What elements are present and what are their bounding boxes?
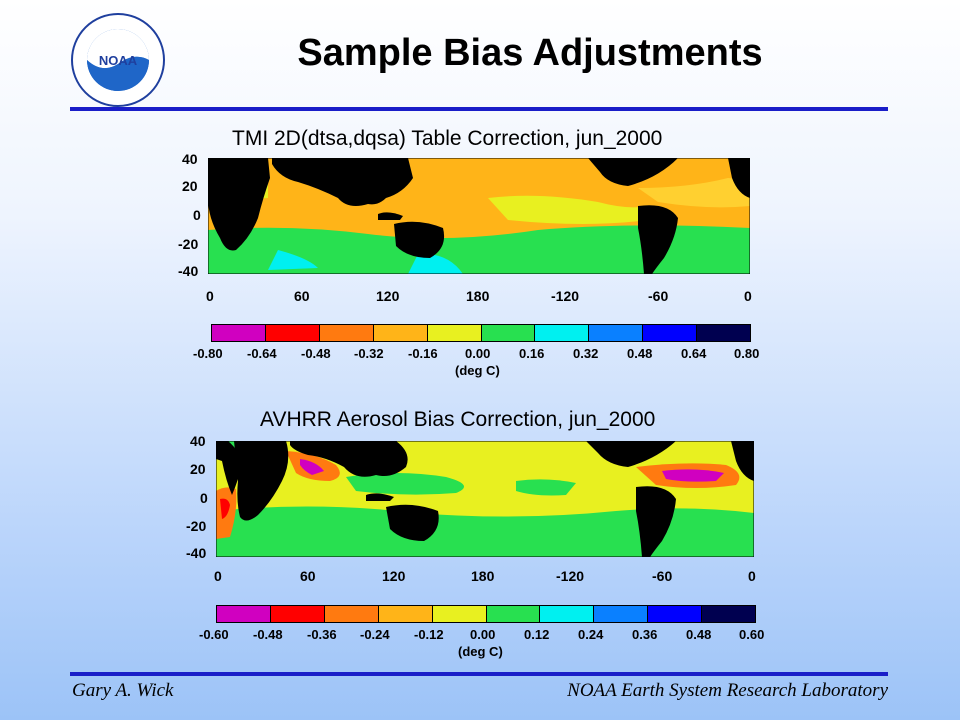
y-tick: -20	[186, 518, 207, 534]
colorbar-label: 0.00	[465, 346, 491, 361]
x-tick: -60	[648, 288, 669, 304]
colorbar-label: 0.48	[686, 627, 712, 642]
colorbar-segment	[535, 325, 590, 341]
colorbar-label: 0.48	[627, 346, 653, 361]
x-tick: 120	[382, 568, 406, 584]
colorbar-segment	[212, 325, 266, 341]
colorbar-segment	[648, 606, 703, 622]
x-tick: 60	[300, 568, 316, 584]
footer-author: Gary A. Wick	[72, 680, 174, 701]
colorbar-segment	[217, 606, 271, 622]
y-tick: 20	[182, 178, 198, 194]
x-tick: 0	[748, 568, 756, 584]
colorbar-label: -0.36	[307, 627, 337, 642]
footer-divider	[70, 672, 888, 676]
x-tick: -120	[551, 288, 580, 304]
footer-organization: NOAA Earth System Research Laboratory	[567, 680, 888, 701]
colorbar-segment	[481, 325, 536, 341]
colorbar-segment	[378, 606, 433, 622]
y-tick: 0	[200, 490, 208, 506]
colorbar-segment	[697, 325, 751, 341]
colorbar-segment	[270, 606, 325, 622]
colorbar-label: 0.60	[739, 627, 765, 642]
x-tick: 0	[744, 288, 752, 304]
header-divider	[70, 107, 888, 111]
panel-2-title: AVHRR Aerosol Bias Correction, jun_2000	[260, 408, 656, 431]
colorbar-2	[216, 605, 756, 623]
colorbar-label: -0.80	[193, 346, 223, 361]
colorbar-label: -0.48	[253, 627, 283, 642]
noaa-logo: NOAA	[70, 12, 166, 108]
x-tick: -120	[556, 568, 585, 584]
colorbar-label: -0.24	[360, 627, 390, 642]
y-tick: -40	[178, 263, 199, 279]
colorbar-segment	[702, 606, 756, 622]
colorbar-label: -0.60	[199, 627, 229, 642]
colorbar-unit: (deg C)	[458, 644, 503, 659]
y-tick: 0	[193, 207, 201, 223]
colorbar-segment	[265, 325, 320, 341]
svg-text:NOAA: NOAA	[99, 53, 138, 68]
panel-1-title: TMI 2D(dtsa,dqsa) Table Correction, jun_…	[232, 127, 663, 150]
colorbar-label: -0.64	[247, 346, 277, 361]
x-tick: 120	[376, 288, 400, 304]
colorbar-1	[211, 324, 751, 342]
colorbar-label: 0.00	[470, 627, 496, 642]
colorbar-label: 0.16	[519, 346, 545, 361]
y-tick: 20	[190, 461, 206, 477]
colorbar-label: 0.32	[573, 346, 599, 361]
colorbar-segment	[427, 325, 482, 341]
colorbar-segment	[432, 606, 487, 622]
colorbar-label: -0.12	[414, 627, 444, 642]
y-tick: -20	[178, 236, 199, 252]
colorbar-segment	[589, 325, 644, 341]
colorbar-label: -0.16	[408, 346, 438, 361]
tmi-correction-map	[208, 158, 750, 274]
x-tick: 180	[471, 568, 495, 584]
colorbar-segment	[594, 606, 649, 622]
y-tick: 40	[182, 151, 198, 167]
x-tick: 60	[294, 288, 310, 304]
colorbar-label: -0.32	[354, 346, 384, 361]
colorbar-unit: (deg C)	[455, 363, 500, 378]
colorbar-segment	[373, 325, 428, 341]
x-tick: 0	[214, 568, 222, 584]
colorbar-segment	[540, 606, 595, 622]
colorbar-segment	[643, 325, 698, 341]
x-tick: -60	[652, 568, 673, 584]
x-tick: 0	[206, 288, 214, 304]
colorbar-segment	[319, 325, 374, 341]
x-tick: 180	[466, 288, 490, 304]
colorbar-segment	[324, 606, 379, 622]
colorbar-segment	[486, 606, 541, 622]
colorbar-label: 0.12	[524, 627, 550, 642]
y-tick: 40	[190, 433, 206, 449]
y-tick: -40	[186, 545, 207, 561]
colorbar-label: 0.36	[632, 627, 658, 642]
colorbar-label: 0.64	[681, 346, 707, 361]
avhrr-aerosol-map	[216, 441, 754, 557]
colorbar-label: -0.48	[301, 346, 331, 361]
colorbar-label: 0.24	[578, 627, 604, 642]
slide-title: Sample Bias Adjustments	[297, 32, 763, 74]
colorbar-label: 0.80	[734, 346, 760, 361]
